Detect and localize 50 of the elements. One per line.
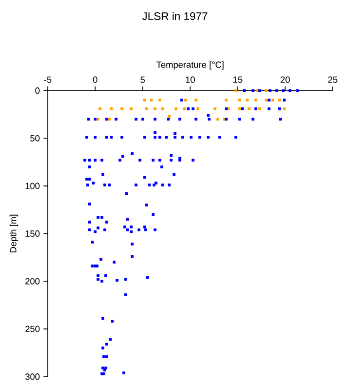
- chart-title: JLSR in 1977: [142, 12, 208, 20]
- y-tick-label: 50: [30, 135, 40, 142]
- point: [143, 98, 146, 102]
- y-tick-label: 200: [25, 278, 40, 284]
- point: [238, 107, 241, 110]
- point: [108, 118, 111, 121]
- y-tick-label: 250: [25, 326, 40, 332]
- point: [183, 107, 186, 110]
- point: [161, 107, 164, 110]
- point: [258, 107, 261, 110]
- x-tick-label: 0: [93, 76, 98, 83]
- point: [174, 107, 178, 110]
- point: [271, 98, 274, 102]
- point: [254, 98, 258, 102]
- point: [224, 98, 228, 102]
- x-tick-label: -5: [44, 76, 52, 83]
- x-tick-label: 5: [140, 76, 145, 83]
- point: [196, 107, 200, 110]
- point: [98, 107, 102, 110]
- y-tick-label: 0: [35, 87, 40, 94]
- point: [282, 107, 286, 110]
- point: [216, 118, 220, 121]
- point: [168, 114, 171, 118]
- point: [110, 107, 113, 110]
- point: [120, 107, 124, 110]
- y-tick-label: 150: [26, 230, 40, 237]
- point: [248, 107, 250, 110]
- point: [96, 118, 100, 121]
- point: [214, 107, 216, 110]
- x-tick-label: 20: [280, 76, 290, 83]
- y-axis-title: Depth [m]: [10, 214, 18, 252]
- point: [246, 98, 249, 102]
- x-tick-label: 15: [233, 76, 242, 83]
- point: [158, 98, 162, 102]
- point: [130, 107, 133, 110]
- y-tick-label: 300: [25, 373, 40, 380]
- point: [145, 107, 148, 110]
- point: [154, 107, 156, 110]
- x-tick-label: 10: [186, 76, 195, 83]
- point: [278, 98, 281, 102]
- point: [264, 98, 268, 102]
- point: [184, 98, 187, 102]
- x-axis-title: Temperature [°C]: [156, 61, 224, 70]
- x-tick-label: 25: [328, 76, 338, 83]
- point: [150, 98, 153, 102]
- point: [264, 89, 268, 92]
- y-tick-label: 100: [26, 182, 40, 190]
- point: [234, 89, 238, 92]
- point: [238, 98, 241, 102]
- point: [194, 98, 198, 102]
